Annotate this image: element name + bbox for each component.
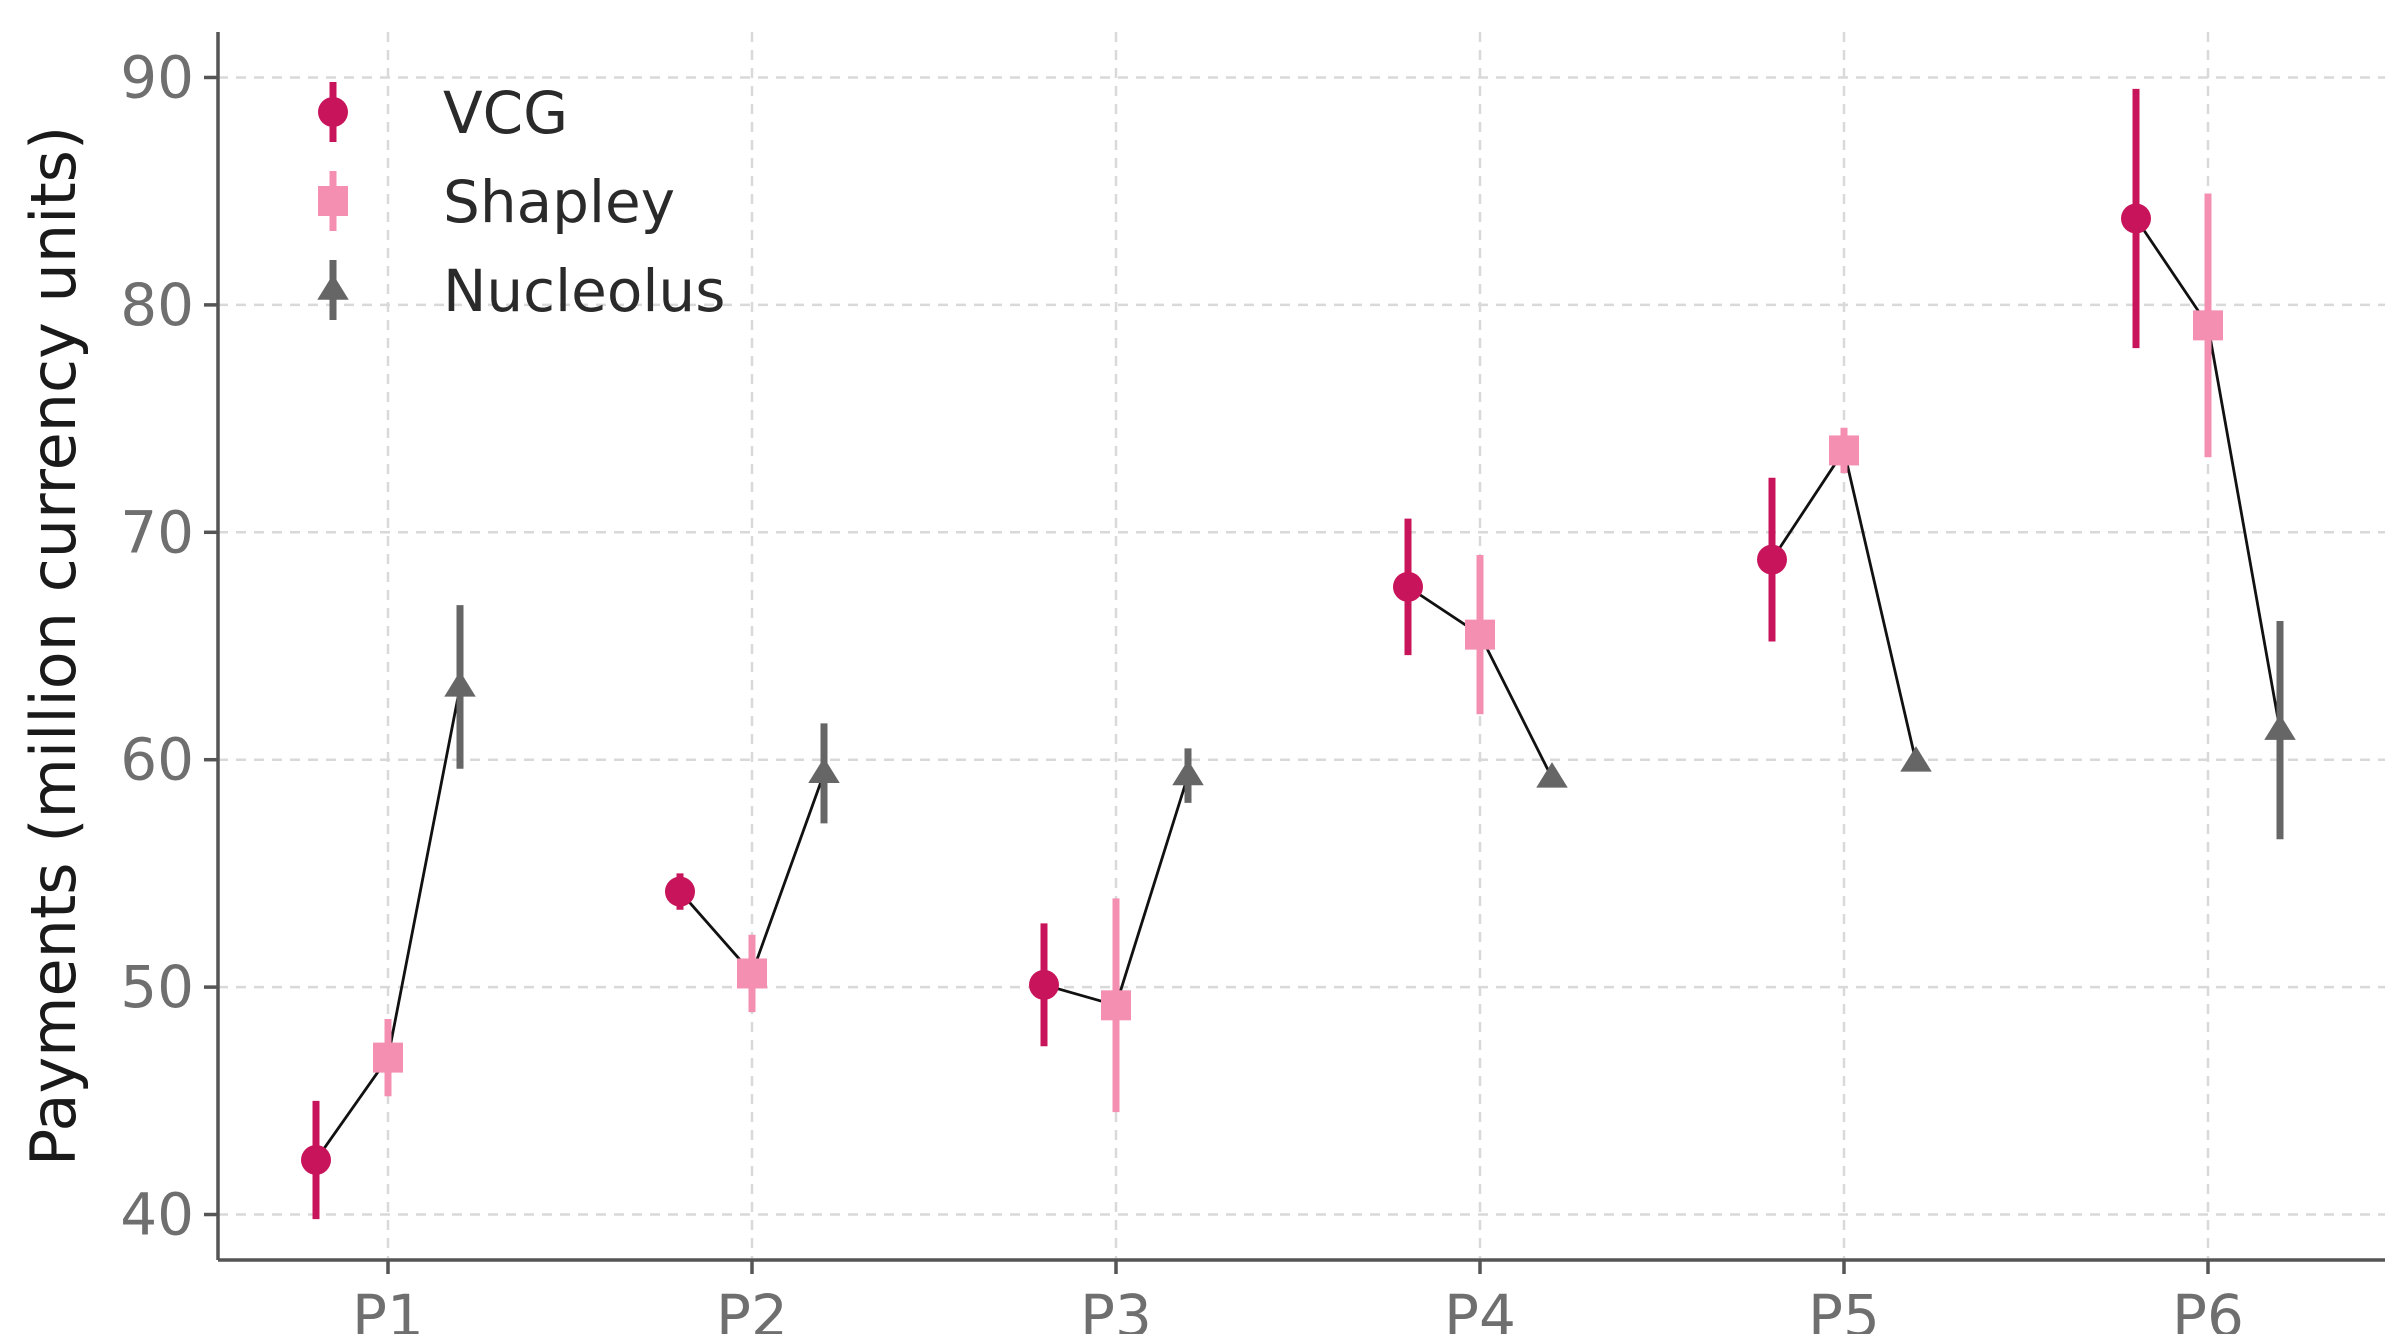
shapley-point-p6 xyxy=(2193,310,2223,341)
legend-label-nucleolus: Nucleolus xyxy=(443,257,725,325)
connector-line-p5 xyxy=(1770,446,1918,763)
y-axis-title: Payments (million currency units) xyxy=(17,126,90,1166)
nucleolus-point-p5 xyxy=(1900,746,1932,772)
vcg-point-p6 xyxy=(2121,203,2151,234)
axis-ticks: 40 50 60 70 80 90 P1 P2 P3 P4 P5 P6 xyxy=(120,43,2244,1334)
x-tick-label-p5: P5 xyxy=(1808,1282,1880,1334)
vcg-point-p2 xyxy=(665,876,695,907)
shapley-point-p5 xyxy=(1829,435,1859,466)
shapley-point-p4 xyxy=(1465,619,1495,650)
y-tick-label-80: 80 xyxy=(120,271,194,339)
nucleolus-point-p3 xyxy=(1172,759,1204,786)
legend-marker-shapley xyxy=(318,186,348,216)
axes xyxy=(216,32,2385,1262)
x-tick-label-p3: P3 xyxy=(1080,1282,1152,1334)
legend-label-vcg: VCG xyxy=(443,79,568,147)
shapley-point-p2 xyxy=(737,958,767,989)
x-tick-label-p6: P6 xyxy=(2172,1282,2244,1334)
legend-marker-nucleolus xyxy=(317,274,349,300)
shapley-point-p3 xyxy=(1101,990,1131,1021)
nucleolus-point-p4 xyxy=(1536,762,1568,788)
nucleolus-point-p6 xyxy=(2264,714,2296,740)
x-tick-label-p2: P2 xyxy=(716,1282,788,1334)
x-tick-label-p4: P4 xyxy=(1444,1282,1516,1334)
nucleolus-point-p2 xyxy=(808,757,840,784)
y-tick-label-60: 60 xyxy=(120,726,194,794)
legend-marker-vcg xyxy=(318,97,348,127)
vcg-point-p4 xyxy=(1393,571,1423,602)
legend-label-shapley: Shapley xyxy=(443,168,675,236)
vcg-point-p5 xyxy=(1757,544,1787,575)
y-tick-label-50: 50 xyxy=(120,953,194,1021)
vcg-point-p1 xyxy=(301,1144,331,1175)
y-tick-label-70: 70 xyxy=(120,498,194,566)
y-tick-label-90: 90 xyxy=(120,43,194,111)
y-tick-label-40: 40 xyxy=(120,1181,194,1249)
data-series xyxy=(301,88,2296,1220)
legend: VCG Shapley Nucleolus xyxy=(317,79,725,325)
vcg-point-p3 xyxy=(1029,969,1059,1000)
nucleolus-point-p1 xyxy=(444,671,476,697)
x-tick-label-p1: P1 xyxy=(352,1282,424,1334)
shapley-point-p1 xyxy=(373,1042,403,1073)
